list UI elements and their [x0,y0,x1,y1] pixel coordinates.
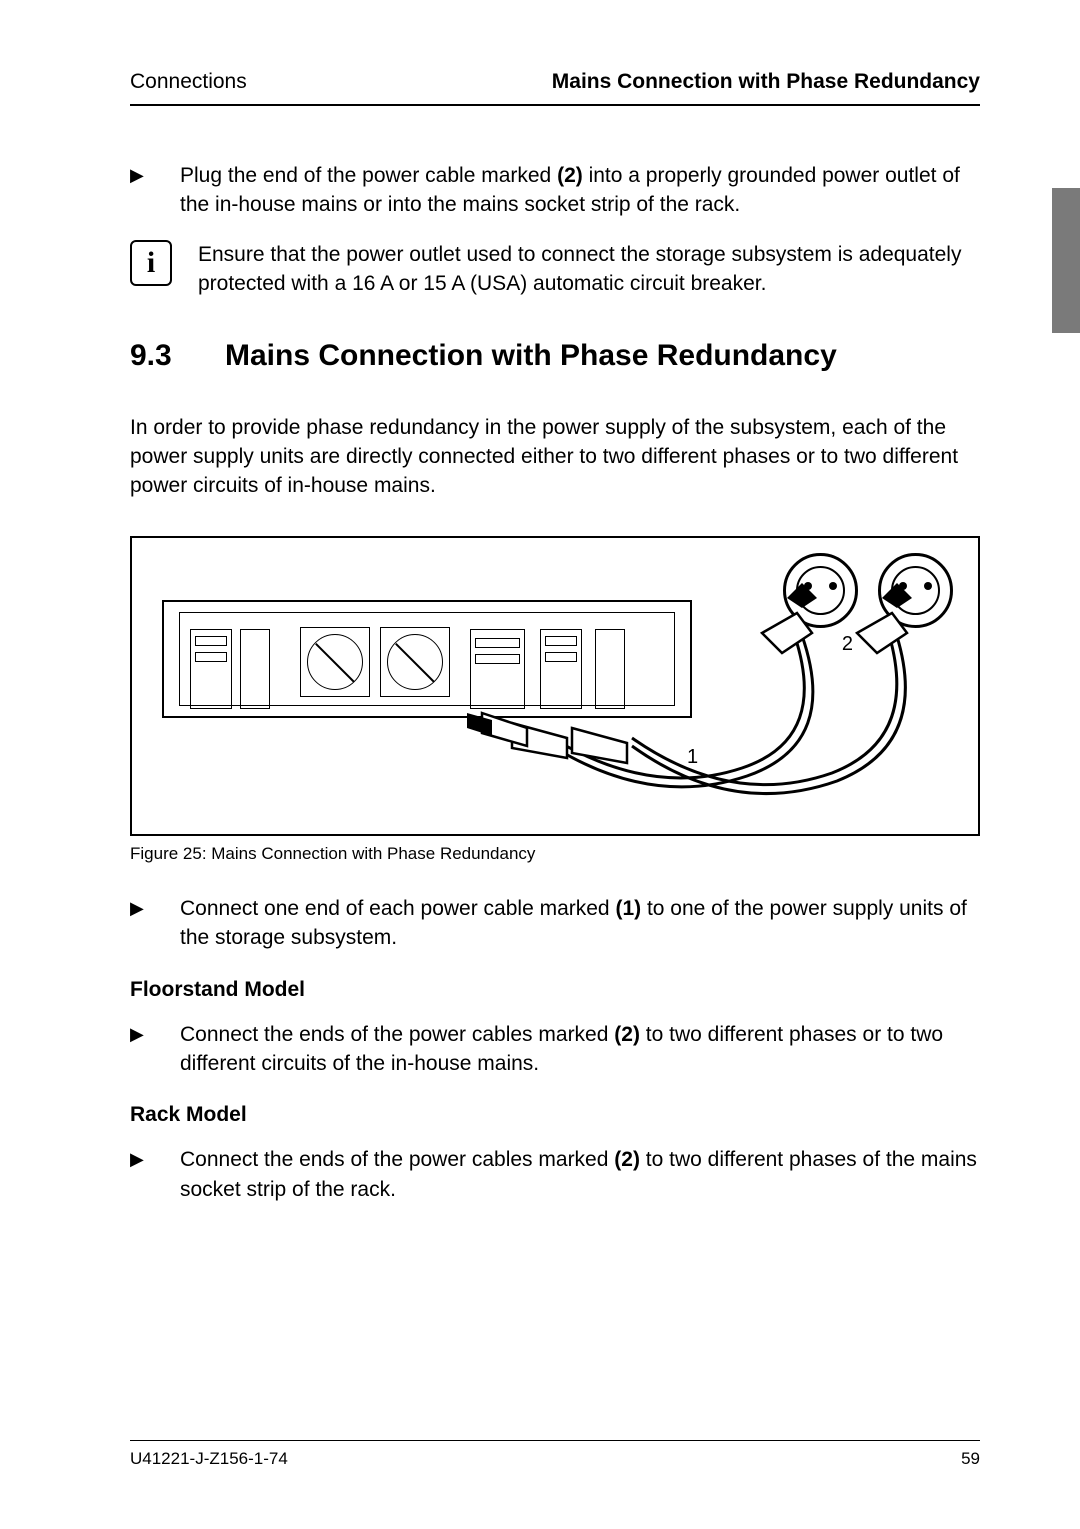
figure-label-1: 1 [687,746,698,769]
text-bold: (2) [614,1023,640,1046]
bullet-marker-icon: ▶ [130,161,180,220]
bullet-item-2: ▶ Connect one end of each power cable ma… [130,894,980,953]
section-number: 9.3 [130,339,225,373]
bullet-text: Plug the end of the power cable marked (… [180,161,980,220]
footer-left: U41221-J-Z156-1-74 [130,1449,288,1469]
bullet-text: Connect the ends of the power cables mar… [180,1145,980,1204]
floorstand-heading: Floorstand Model [130,978,980,1002]
bullet-item-1: ▶ Plug the end of the power cable marked… [130,161,980,220]
page: Connections Mains Connection with Phase … [0,0,1080,1529]
info-icon-wrap: i [130,240,180,299]
header-right: Mains Connection with Phase Redundancy [552,70,980,94]
bullet-text: Connect one end of each power cable mark… [180,894,980,953]
figure-diagram: 1 2 [130,536,980,836]
rack-heading: Rack Model [130,1103,980,1127]
cable-svg [132,538,978,834]
info-note: i Ensure that the power outlet used to c… [130,240,980,299]
header-left: Connections [130,70,247,94]
section-title: Mains Connection with Phase Redundancy [225,339,837,373]
bullet-marker-icon: ▶ [130,1020,180,1079]
page-header: Connections Mains Connection with Phase … [130,70,980,106]
text-bold: (1) [615,897,641,920]
text: Connect one end of each power cable mark… [180,897,615,920]
intro-paragraph: In order to provide phase redundancy in … [130,413,980,501]
text-bold: (2) [614,1148,640,1171]
bullet-item-floorstand: ▶ Connect the ends of the power cables m… [130,1020,980,1079]
page-footer: U41221-J-Z156-1-74 59 [130,1440,980,1469]
section-heading: 9.3 Mains Connection with Phase Redundan… [130,339,980,373]
bullet-marker-icon: ▶ [130,894,180,953]
info-text: Ensure that the power outlet used to con… [180,240,980,299]
info-icon: i [130,240,172,286]
bullet-text: Connect the ends of the power cables mar… [180,1020,980,1079]
bullet-marker-icon: ▶ [130,1145,180,1204]
text-bold: (2) [557,164,583,187]
text: Connect the ends of the power cables mar… [180,1148,614,1171]
figure-caption: Figure 25: Mains Connection with Phase R… [130,844,980,864]
text: Plug the end of the power cable marked [180,164,557,187]
bullet-item-rack: ▶ Connect the ends of the power cables m… [130,1145,980,1204]
text: Connect the ends of the power cables mar… [180,1023,614,1046]
figure-label-2: 2 [842,633,853,656]
footer-right: 59 [961,1449,980,1469]
